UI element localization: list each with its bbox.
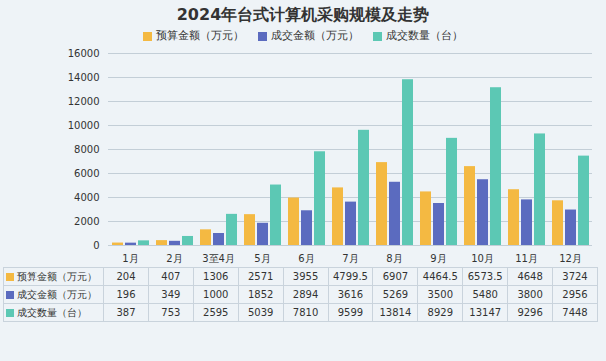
html-text:成交金额（万元）: 成交金额（万元） bbox=[271, 29, 359, 42]
svg-text:5月: 5月 bbox=[254, 253, 270, 264]
svg-text:2月: 2月 bbox=[166, 253, 182, 264]
html-text:9296: 9296 bbox=[517, 307, 543, 318]
html-text:13147: 13147 bbox=[469, 307, 502, 318]
html-text:8929: 8929 bbox=[427, 307, 453, 318]
svg-text:10月: 10月 bbox=[471, 253, 494, 264]
svg-text:12000: 12000 bbox=[68, 96, 100, 107]
html-text:407: 407 bbox=[161, 271, 181, 282]
svg-text:6月: 6月 bbox=[298, 253, 314, 264]
html-text:成交数量（台）: 成交数量（台） bbox=[386, 29, 463, 42]
svg-text:6000: 6000 bbox=[74, 168, 99, 179]
svg-text:4000: 4000 bbox=[74, 192, 99, 203]
svg-text:8月: 8月 bbox=[386, 253, 402, 264]
html-text:2571: 2571 bbox=[247, 271, 274, 282]
html-text:2956: 2956 bbox=[562, 289, 588, 300]
html-text:9599: 9599 bbox=[337, 307, 364, 318]
svg-text:14000: 14000 bbox=[68, 72, 100, 83]
svg-text:16000: 16000 bbox=[68, 48, 100, 59]
svg-text:0: 0 bbox=[93, 240, 99, 251]
html-text:349: 349 bbox=[161, 289, 181, 300]
html-text:3500: 3500 bbox=[427, 289, 453, 300]
html-text:4799.5: 4799.5 bbox=[333, 271, 368, 282]
html-text:5269: 5269 bbox=[382, 289, 409, 300]
html-text:1306: 1306 bbox=[203, 271, 229, 282]
html-text:6907: 6907 bbox=[382, 271, 409, 282]
html-text:5039: 5039 bbox=[247, 307, 274, 318]
html-text:4648: 4648 bbox=[517, 271, 543, 282]
html-text:成交金额（万元）: 成交金额（万元） bbox=[17, 288, 97, 300]
html-text:753: 753 bbox=[161, 307, 181, 318]
html-text:196: 196 bbox=[116, 289, 136, 300]
html-text:204: 204 bbox=[116, 271, 136, 282]
svg-text:8000: 8000 bbox=[74, 144, 99, 155]
html-text:3955: 3955 bbox=[292, 271, 319, 282]
html-text:2024年台式计算机采购规模及走势: 2024年台式计算机采购规模及走势 bbox=[176, 5, 430, 24]
html-text:成交数量（台）: 成交数量（台） bbox=[17, 306, 87, 318]
svg-text:10000: 10000 bbox=[68, 120, 100, 131]
html-text:3724: 3724 bbox=[562, 271, 588, 282]
html-text:1852: 1852 bbox=[247, 289, 274, 300]
svg-text:3至4月: 3至4月 bbox=[202, 253, 235, 264]
html-text:2894: 2894 bbox=[292, 289, 319, 300]
html-text:2595: 2595 bbox=[203, 307, 229, 318]
html-text:7448: 7448 bbox=[562, 307, 588, 318]
svg-text:11月: 11月 bbox=[515, 253, 538, 264]
html-text:3616: 3616 bbox=[337, 289, 364, 300]
html-text:3800: 3800 bbox=[517, 289, 543, 300]
html-text:6573.5: 6573.5 bbox=[467, 271, 503, 282]
html-text:5480: 5480 bbox=[472, 289, 498, 300]
svg-text:12月: 12月 bbox=[559, 253, 582, 264]
html-text:387: 387 bbox=[116, 307, 136, 318]
html-text:7810: 7810 bbox=[292, 307, 319, 318]
html-text:13814: 13814 bbox=[379, 307, 412, 318]
svg-text:2000: 2000 bbox=[74, 216, 99, 227]
html-text:预算金额（万元）: 预算金额（万元） bbox=[156, 29, 244, 42]
html-text:4464.5: 4464.5 bbox=[422, 271, 458, 282]
svg-text:1月: 1月 bbox=[122, 253, 138, 264]
svg-text:9月: 9月 bbox=[430, 253, 446, 264]
html-text:1000: 1000 bbox=[203, 289, 229, 300]
svg-text:7月: 7月 bbox=[342, 253, 358, 264]
html-text:预算金额（万元）: 预算金额（万元） bbox=[17, 270, 97, 282]
